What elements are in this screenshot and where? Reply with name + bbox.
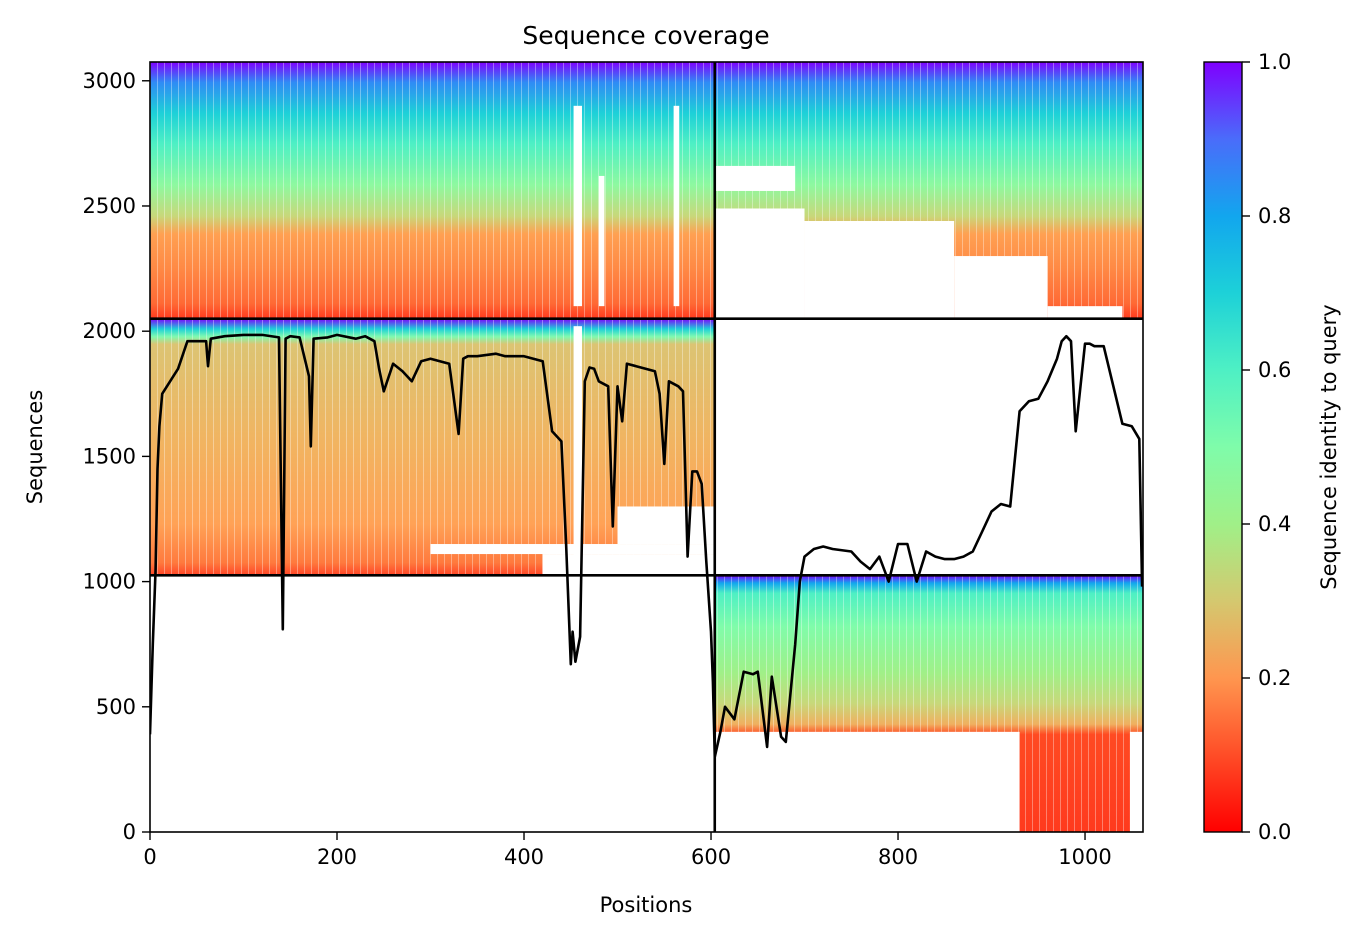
block-bottom-right (714, 575, 1143, 832)
uncovered-region (1129, 731, 1143, 832)
y-tick-label: 0 (123, 820, 136, 844)
x-tick-label: 400 (504, 845, 544, 869)
y-axis-title: Sequences (23, 390, 47, 505)
colorbar-tick-label: 0.0 (1258, 820, 1291, 844)
plot-area (150, 62, 1143, 832)
uncovered-region (714, 731, 1020, 832)
uncovered-column (573, 105, 582, 307)
colorbar-tick-label: 0.6 (1258, 358, 1291, 382)
x-tick-label: 800 (878, 845, 918, 869)
y-tick-label: 1000 (83, 570, 136, 594)
x-tick-label: 200 (317, 845, 357, 869)
y-tick-label: 500 (96, 695, 136, 719)
colorbar-tick-label: 1.0 (1258, 50, 1291, 74)
x-tick-label: 600 (691, 845, 731, 869)
coverage-line (150, 333, 1143, 759)
x-tick-label: 1000 (1058, 845, 1111, 869)
colorbar-label: Sequence identity to query (1317, 304, 1341, 589)
uncovered-region (954, 256, 1048, 319)
block-top-full (150, 62, 1143, 319)
x-axis-title: Positions (600, 893, 693, 917)
x-tick-label: 0 (143, 845, 156, 869)
uncovered-region (542, 554, 715, 576)
colorbar: 0.0 0.2 0.4 0.6 0.8 1.0 Sequence identity to … (1203, 50, 1341, 844)
y-tick-label: 2000 (83, 319, 136, 343)
uncovered-region (430, 544, 715, 555)
colorbar-tick-label: 0.2 (1258, 666, 1291, 690)
y-tick-label: 1500 (83, 444, 136, 468)
chart-title: Sequence coverage (522, 21, 769, 50)
colorbar-gradient (1204, 62, 1242, 832)
uncovered-region (804, 221, 955, 319)
colorbar-tick-label: 0.8 (1258, 204, 1291, 228)
uncovered-region (617, 506, 715, 545)
uncovered-region (714, 165, 796, 191)
uncovered-column (573, 326, 582, 575)
colorbar-frame (1203, 61, 1243, 833)
uncovered-column (598, 175, 605, 307)
y-tick-label: 2500 (83, 194, 136, 218)
y-tick-label: 3000 (83, 69, 136, 93)
colorbar-tick-label: 0.4 (1258, 512, 1291, 536)
uncovered-region (1047, 306, 1123, 319)
uncovered-column (673, 105, 680, 307)
plot-frame (149, 61, 1144, 833)
uncovered-region (714, 208, 805, 319)
